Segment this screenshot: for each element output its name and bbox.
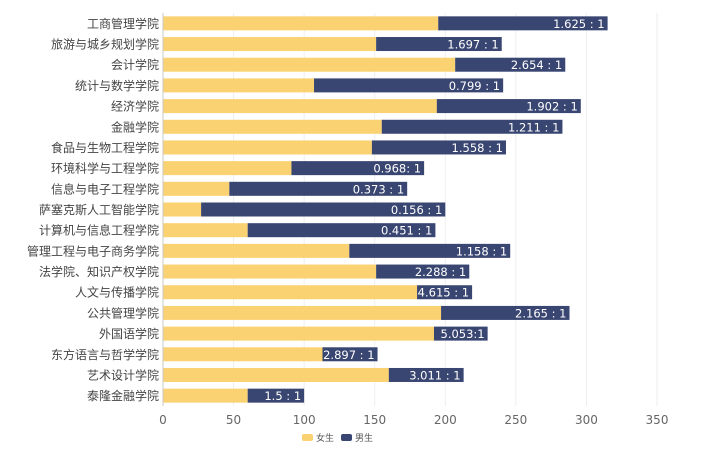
category-label: 工商管理学院	[87, 16, 159, 31]
x-tick-label: 150	[363, 413, 386, 427]
data-label: 0.373 : 1	[353, 182, 404, 196]
data-label: 2.165 : 1	[515, 306, 566, 320]
x-tick-label: 350	[646, 413, 669, 427]
legend-item-female[interactable]: 女生	[302, 432, 334, 444]
data-label: 0.799 : 1	[449, 79, 500, 93]
data-labels: 1.625 : 1 1.697 : 1 2.654 : 1 0.799 : 1 1.90…	[264, 17, 604, 403]
data-label: 0.156 : 1	[391, 203, 442, 217]
category-label: 食品与生物工程学院	[51, 140, 159, 155]
bar-male	[388, 367, 464, 382]
data-label: 2.654 : 1	[511, 58, 562, 72]
data-label: 1.211 : 1	[508, 120, 559, 134]
legend-item-male[interactable]: 男生	[341, 432, 373, 444]
category-label: 管理工程与电子商务学院	[27, 243, 159, 258]
category-label: 萨塞克斯人工智能学院	[39, 202, 159, 217]
bar-male	[247, 223, 436, 238]
bar-female	[163, 285, 418, 300]
bar-female	[163, 326, 434, 341]
category-labels: 工商管理学院旅游与城乡规划学院会计学院统计与数学学院经济学院金融学院食品与生物工…	[27, 16, 159, 403]
category-label: 信息与电子工程学院	[51, 181, 159, 196]
category-label: 艺术设计学院	[87, 367, 159, 382]
category-label: 法学院、知识产权学院	[39, 264, 159, 279]
data-label: 0.451 : 1	[381, 224, 432, 238]
category-label: 外国语学院	[99, 326, 159, 341]
legend-label-female: 女生	[316, 432, 334, 444]
category-label: 经济学院	[111, 99, 159, 114]
x-tick-label: 300	[575, 413, 598, 427]
bar-male	[436, 99, 581, 114]
category-label: 人文与传播学院	[75, 285, 159, 300]
data-label: 0.968: 1	[373, 162, 421, 176]
bar-female	[163, 119, 382, 134]
data-label: 1.158 : 1	[456, 244, 507, 258]
legend-swatch-male	[341, 434, 352, 441]
bar-male	[376, 264, 470, 279]
bar-male	[433, 326, 488, 341]
legend: 女生 男生	[302, 432, 373, 444]
bar-male	[376, 37, 502, 52]
bar-male	[201, 202, 446, 217]
bar-female	[163, 347, 323, 362]
bars	[163, 16, 608, 403]
bar-female	[163, 78, 315, 93]
data-label: 1.558 : 1	[452, 141, 503, 155]
data-label: 1.625 : 1	[553, 17, 604, 31]
data-label: 1.5 : 1	[264, 389, 301, 403]
x-tick-labels: 0 50 100 150 200 250 300 350	[159, 413, 668, 427]
bar-female	[163, 388, 248, 403]
bar-female	[163, 161, 292, 176]
x-tick-label: 200	[434, 413, 457, 427]
legend-label-male: 男生	[355, 432, 373, 444]
x-tick-label: 100	[293, 413, 316, 427]
bar-male	[455, 57, 566, 72]
bar-female	[163, 264, 377, 279]
bar-male	[247, 388, 305, 403]
legend-swatch-female	[302, 434, 313, 441]
bar-female	[163, 37, 377, 52]
x-tick-label: 250	[504, 413, 527, 427]
bar-male	[441, 305, 570, 320]
bar-male	[381, 119, 563, 134]
bar-male	[349, 243, 511, 258]
bar-male	[314, 78, 504, 93]
bar-male	[438, 16, 608, 31]
bar-female	[163, 223, 248, 238]
data-label: 3.011 : 1	[409, 368, 460, 382]
category-label: 泰隆金融学院	[87, 388, 159, 403]
data-label: 1.902 : 1	[526, 100, 577, 114]
bar-female	[163, 243, 350, 258]
data-label: 1.697 : 1	[447, 38, 498, 52]
category-label: 金融学院	[111, 119, 159, 134]
bar-male	[417, 285, 473, 300]
category-label: 公共管理学院	[87, 305, 159, 320]
bar-female	[163, 140, 372, 155]
category-label: 计算机与信息工程学院	[39, 223, 159, 238]
bar-male	[322, 347, 378, 362]
category-label: 旅游与城乡规划学院	[51, 37, 159, 52]
category-label: 环境科学与工程学院	[51, 161, 159, 176]
bar-female	[163, 181, 230, 196]
data-label: 5.053:1	[441, 327, 485, 341]
bar-female	[163, 305, 442, 320]
category-label: 东方语言与哲学学院	[51, 347, 159, 362]
category-label: 统计与数学学院	[75, 78, 159, 93]
bar-female	[163, 202, 202, 217]
data-label: 2.288 : 1	[415, 265, 466, 279]
data-label: 4.615 : 1	[418, 286, 469, 300]
bar-female	[163, 57, 456, 72]
bar-male	[229, 181, 408, 196]
bar-female	[163, 367, 389, 382]
bar-male	[371, 140, 506, 155]
bar-female	[163, 16, 439, 31]
data-label: 2.897 : 1	[323, 348, 374, 362]
x-tick-label: 0	[159, 413, 167, 427]
bar-male	[291, 161, 425, 176]
x-tick-label: 50	[226, 413, 241, 427]
category-label: 会计学院	[111, 57, 159, 72]
bar-female	[163, 99, 437, 114]
